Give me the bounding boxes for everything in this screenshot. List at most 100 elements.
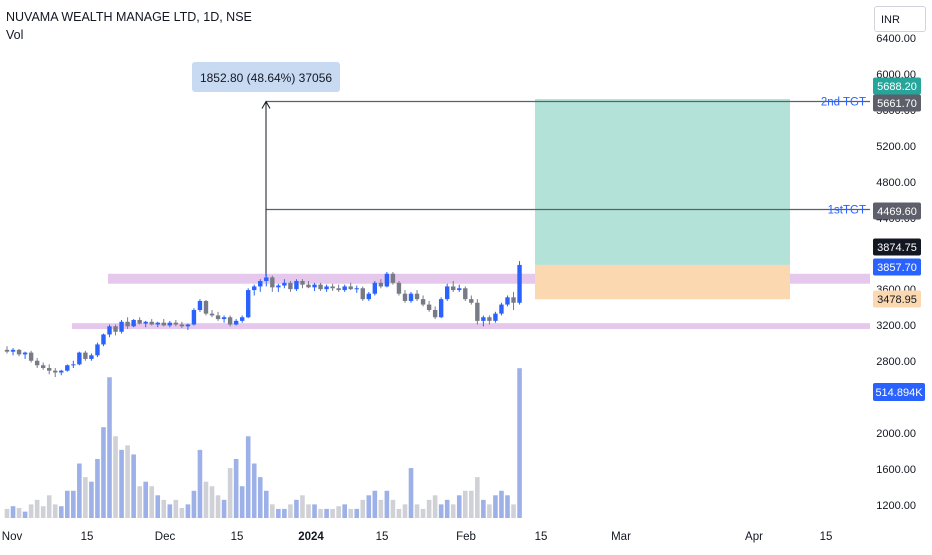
volume-bar [28,504,34,518]
y-axis-tick-label: 3200.00 [876,320,916,332]
second-target-label: 2nd TGT [821,96,866,108]
y-axis-tick-label: 1200.00 [876,500,916,512]
candle [390,273,396,283]
volume-legend-label[interactable]: Vol [6,28,24,42]
candle [95,344,100,356]
volume-bar [270,504,275,518]
measure-arrowhead [261,100,271,109]
volume-bar [438,504,444,518]
candle [227,317,233,325]
volume-bar [167,504,173,518]
volume-bar [263,490,269,518]
candle [155,322,160,325]
candle [22,352,28,355]
volume-value-label: 514.894K [875,387,923,399]
x-axis-tick-label: 15 [81,531,94,543]
symbol-title[interactable]: NUVAMA WEALTH MANAGE LTD, 1D, NSE [6,10,252,24]
volume-bar [71,490,76,518]
volume-bar [10,506,16,518]
volume-bar [390,499,396,518]
volume-bar [306,504,311,518]
candle [306,284,311,288]
price-label-1st-tgt: 4469.60 [877,206,917,218]
volume-bar [65,490,70,518]
candle [215,315,221,320]
y-axis-tick-label: 2800.00 [876,356,916,368]
candle [209,313,215,316]
volume-bar [282,508,287,518]
candle [252,286,257,291]
volume-bar [22,511,28,518]
last-candle [517,264,522,303]
volume-bar [107,377,112,518]
candle [16,349,22,355]
candle [324,286,329,290]
x-axis-tick-label: Feb [456,531,476,543]
volume-bar [426,499,432,518]
volume-bar [511,504,516,518]
candle [264,277,269,282]
volume-bar [372,490,378,518]
volume-bar [83,477,88,518]
volume-bar [481,499,486,518]
candle [354,288,359,290]
candle [420,299,426,305]
candle [77,352,82,365]
volume-bar [119,449,124,518]
candle [197,300,203,311]
volume-bar [469,490,474,518]
x-axis-tick-label: Dec [155,531,176,543]
candle [246,290,251,318]
candle [143,321,148,324]
candle [366,293,371,300]
candle [71,364,76,366]
y-axis-tick-label: 4800.00 [876,177,916,189]
price-label-2nd-tgt: 5661.70 [877,98,917,110]
volume-bar [209,486,215,518]
candle [233,320,239,325]
candle [4,349,10,352]
x-axis-tick-label: 15 [376,531,389,543]
volume-bar [300,495,305,518]
candle [179,324,185,327]
volume-bar [34,499,40,518]
volume-bar [245,436,251,518]
candle [481,317,486,321]
volume-bar [444,499,450,518]
candle [282,282,287,286]
candle [239,317,245,321]
candle [499,304,504,314]
chart-legend: NUVAMA WEALTH MANAGE LTD, 1D, NSE Vol [6,8,252,44]
volume-bar [505,495,510,518]
volume-bar [414,504,420,518]
candle [47,367,52,371]
candle [270,277,275,288]
candle [414,293,420,300]
volume-bar [366,495,372,518]
candle [28,352,34,361]
volume-bar [330,508,335,518]
y-axis-tick-label: 5200.00 [876,141,916,153]
candle [432,310,438,318]
volume-bar [517,368,522,518]
price-label-stop-bg [873,290,921,308]
candle [336,288,341,291]
volume-bar [197,449,203,518]
volume-bar [215,495,221,518]
volume-bar [378,499,384,518]
volume-bar [203,481,209,518]
currency-button[interactable]: INR [874,6,926,32]
volume-bar [46,495,52,518]
volume-bar [125,445,130,518]
volume-bar [324,508,329,518]
volume-bar [4,508,10,518]
stop-zone [535,264,790,300]
x-axis-tick-label: Mar [611,531,631,543]
volume-bar [294,499,299,518]
candle [276,285,281,288]
volume-bar [456,495,462,518]
candle [505,297,510,305]
volume-bar [276,508,281,518]
volume-bar [179,508,185,518]
